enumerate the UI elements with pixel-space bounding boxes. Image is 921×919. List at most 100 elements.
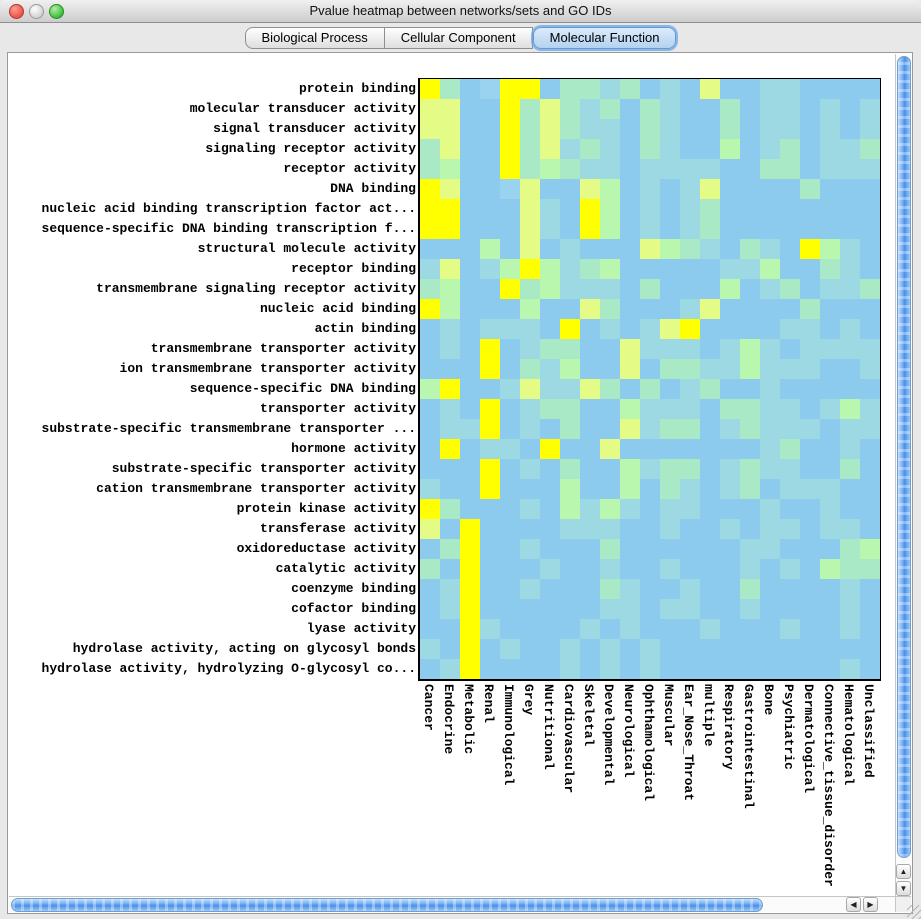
heatmap-cell bbox=[660, 479, 680, 499]
heatmap-cell bbox=[740, 139, 760, 159]
heatmap-cell bbox=[480, 419, 500, 439]
tab-bar: Biological Process Cellular Component Mole… bbox=[0, 23, 921, 52]
heatmap-cell bbox=[800, 299, 820, 319]
heatmap-cell bbox=[620, 119, 640, 139]
heatmap-cell bbox=[860, 579, 880, 599]
heatmap-cell bbox=[820, 459, 840, 479]
heatmap-cell bbox=[500, 319, 520, 339]
heatmap-cell bbox=[660, 619, 680, 639]
heatmap-cell bbox=[560, 459, 580, 479]
heatmap-cell bbox=[860, 439, 880, 459]
vertical-scrollbar[interactable]: ▲ ▼ bbox=[895, 54, 911, 896]
heatmap-cell bbox=[620, 239, 640, 259]
heatmap-cell bbox=[480, 439, 500, 459]
heatmap-cell bbox=[620, 439, 640, 459]
heatmap-cell bbox=[620, 279, 640, 299]
scroll-up-icon[interactable]: ▲ bbox=[896, 864, 911, 879]
heatmap-cell bbox=[840, 359, 860, 379]
heatmap-cell bbox=[640, 179, 660, 199]
heatmap-cell bbox=[700, 519, 720, 539]
heatmap-cell bbox=[440, 199, 460, 219]
scroll-right-icon[interactable]: ▶ bbox=[863, 897, 878, 912]
heatmap-cell bbox=[600, 339, 620, 359]
heatmap-cell bbox=[420, 379, 440, 399]
minimize-button[interactable] bbox=[29, 4, 44, 19]
heatmap-cell bbox=[720, 359, 740, 379]
heatmap-cell bbox=[520, 119, 540, 139]
heatmap-cell bbox=[600, 199, 620, 219]
heatmap-cell bbox=[500, 99, 520, 119]
heatmap-cell bbox=[520, 199, 540, 219]
heatmap-cell bbox=[660, 419, 680, 439]
heatmap-cell bbox=[420, 519, 440, 539]
row-label: ion transmembrane transporter activity bbox=[119, 361, 416, 376]
heatmap-cell bbox=[580, 299, 600, 319]
tab-molecular-function[interactable]: Molecular Function bbox=[532, 27, 677, 49]
heatmap-cell bbox=[720, 639, 740, 659]
heatmap-cell bbox=[540, 499, 560, 519]
heatmap-frame bbox=[418, 78, 881, 681]
heatmap-cell bbox=[720, 299, 740, 319]
up-arrow-icon: ▲ bbox=[899, 866, 908, 876]
heatmap-cell bbox=[600, 299, 620, 319]
zoom-button[interactable] bbox=[49, 4, 64, 19]
heatmap-cell bbox=[460, 579, 480, 599]
heatmap-cell bbox=[600, 179, 620, 199]
heatmap-cell bbox=[700, 239, 720, 259]
heatmap-cell bbox=[480, 559, 500, 579]
heatmap-cell bbox=[820, 439, 840, 459]
scroll-left-icon[interactable]: ◀ bbox=[846, 897, 861, 912]
heatmap-cell bbox=[780, 379, 800, 399]
column-label: Muscular bbox=[661, 684, 676, 747]
heatmap-cell bbox=[500, 219, 520, 239]
heatmap-cell bbox=[620, 199, 640, 219]
heatmap-cell bbox=[820, 499, 840, 519]
heatmap-cell bbox=[820, 359, 840, 379]
heatmap-cell bbox=[820, 399, 840, 419]
heatmap-cell bbox=[700, 579, 720, 599]
heatmap-cell bbox=[780, 179, 800, 199]
heatmap-cell bbox=[760, 539, 780, 559]
heatmap-cell bbox=[440, 499, 460, 519]
heatmap-cell bbox=[720, 139, 740, 159]
heatmap-cell bbox=[420, 439, 440, 459]
tab-biological-process[interactable]: Biological Process bbox=[244, 27, 385, 49]
heatmap-cell bbox=[860, 539, 880, 559]
heatmap-cell bbox=[660, 319, 680, 339]
heatmap-cell bbox=[700, 219, 720, 239]
heatmap-cell bbox=[580, 199, 600, 219]
heatmap-cell bbox=[420, 199, 440, 219]
heatmap-cell bbox=[420, 299, 440, 319]
row-label: molecular transducer activity bbox=[189, 101, 416, 116]
close-button[interactable] bbox=[9, 4, 24, 19]
heatmap-cell bbox=[560, 179, 580, 199]
heatmap-cell bbox=[600, 219, 620, 239]
horizontal-scrollbar[interactable]: ◀ ▶ bbox=[9, 896, 895, 912]
heatmap-cell bbox=[640, 459, 660, 479]
title-bar[interactable]: Pvalue heatmap between networks/sets and… bbox=[0, 0, 921, 23]
row-label: transporter activity bbox=[259, 401, 416, 416]
row-label: nucleic acid binding bbox=[259, 301, 416, 316]
tab-cellular-component[interactable]: Cellular Component bbox=[384, 27, 533, 49]
row-labels: protein binding molecular transducer acti… bbox=[9, 79, 416, 679]
resize-grip-icon[interactable] bbox=[907, 905, 921, 919]
heatmap-cell bbox=[540, 599, 560, 619]
heatmap-cell bbox=[480, 219, 500, 239]
heatmap-cell bbox=[760, 339, 780, 359]
heatmap-cell bbox=[600, 639, 620, 659]
heatmap-cell bbox=[500, 559, 520, 579]
heatmap-cell bbox=[540, 219, 560, 239]
horizontal-scrollbar-thumb[interactable] bbox=[11, 898, 763, 912]
heatmap-cell bbox=[720, 459, 740, 479]
heatmap-cell bbox=[680, 219, 700, 239]
row-label: transmembrane transporter activity bbox=[150, 341, 416, 356]
down-arrow-icon: ▼ bbox=[899, 883, 908, 893]
vertical-scrollbar-thumb[interactable] bbox=[897, 56, 911, 858]
heatmap-cell bbox=[620, 479, 640, 499]
heatmap-cell bbox=[700, 639, 720, 659]
heatmap-cell bbox=[520, 79, 540, 99]
heatmap-cell bbox=[540, 579, 560, 599]
heatmap-cell bbox=[580, 79, 600, 99]
heatmap-cell bbox=[420, 539, 440, 559]
scroll-down-icon[interactable]: ▼ bbox=[896, 881, 911, 896]
